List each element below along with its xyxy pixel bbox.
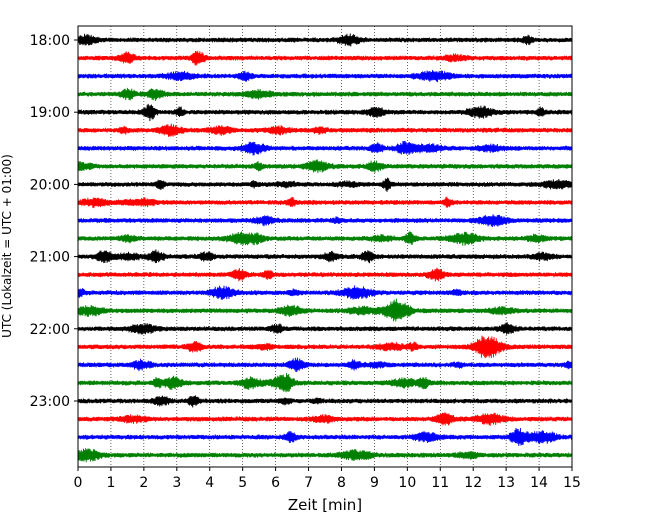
trace-1845 — [77, 87, 573, 102]
trace-2245 — [77, 372, 573, 393]
x-ticks: 0 1 2 3 4 5 6 7 8 9 10 11 12 13 14 15 — [74, 467, 581, 491]
y-tick-label: 20:00 — [30, 177, 70, 193]
x-tick-label: 7 — [304, 475, 313, 491]
y-tick-label: 18:00 — [30, 33, 70, 49]
trace-2100 — [77, 249, 573, 264]
x-tick-label: 14 — [530, 475, 548, 491]
trace-2000 — [77, 177, 573, 192]
x-tick-label: 3 — [172, 475, 181, 491]
trace-1800 — [77, 33, 573, 47]
trace-group — [77, 33, 573, 463]
x-tick-label: 13 — [497, 475, 515, 491]
x-tick-label: 0 — [74, 475, 83, 491]
trace-2215 — [77, 335, 573, 359]
y-axis-label: UTC (Lokalzeit = UTC + 01:00) — [0, 154, 14, 338]
x-tick-label: 5 — [238, 475, 247, 491]
x-tick-label: 8 — [337, 475, 346, 491]
x-axis-label: Zeit [min] — [288, 496, 362, 514]
x-tick-label: 1 — [106, 475, 115, 491]
trace-2145 — [77, 298, 573, 322]
trace-2315 — [77, 412, 573, 426]
trace-2230 — [77, 357, 573, 373]
trace-2115 — [77, 267, 573, 282]
trace-2030 — [77, 214, 573, 227]
trace-1900 — [77, 103, 573, 122]
y-tick-label: 22:00 — [30, 322, 70, 338]
x-tick-label: 4 — [205, 475, 214, 491]
trace-1945 — [77, 159, 573, 174]
y-ticks: 18:00 19:00 20:00 21:00 22:00 23:00 — [30, 33, 78, 410]
x-tick-label: 2 — [139, 475, 148, 491]
trace-2130 — [77, 285, 573, 300]
trace-1930 — [77, 140, 573, 156]
trace-1830 — [77, 70, 573, 83]
trace-1915 — [77, 123, 573, 137]
trace-2300 — [77, 395, 573, 408]
trace-2330 — [77, 427, 573, 446]
trace-2345 — [77, 448, 573, 463]
x-tick-label: 6 — [271, 475, 280, 491]
x-tick-label: 15 — [563, 475, 581, 491]
x-tick-label: 11 — [431, 475, 449, 491]
x-tick-label: 12 — [464, 475, 482, 491]
trace-1815 — [77, 50, 573, 66]
x-tick-label: 10 — [398, 475, 416, 491]
trace-2015 — [77, 196, 573, 209]
y-tick-label: 21:00 — [30, 250, 70, 266]
x-tick-label: 9 — [370, 475, 379, 491]
y-tick-label: 19:00 — [30, 105, 70, 121]
trace-2200 — [77, 322, 573, 335]
y-tick-label: 23:00 — [30, 394, 70, 410]
trace-2045 — [77, 231, 573, 246]
plot-frame — [77, 25, 573, 468]
